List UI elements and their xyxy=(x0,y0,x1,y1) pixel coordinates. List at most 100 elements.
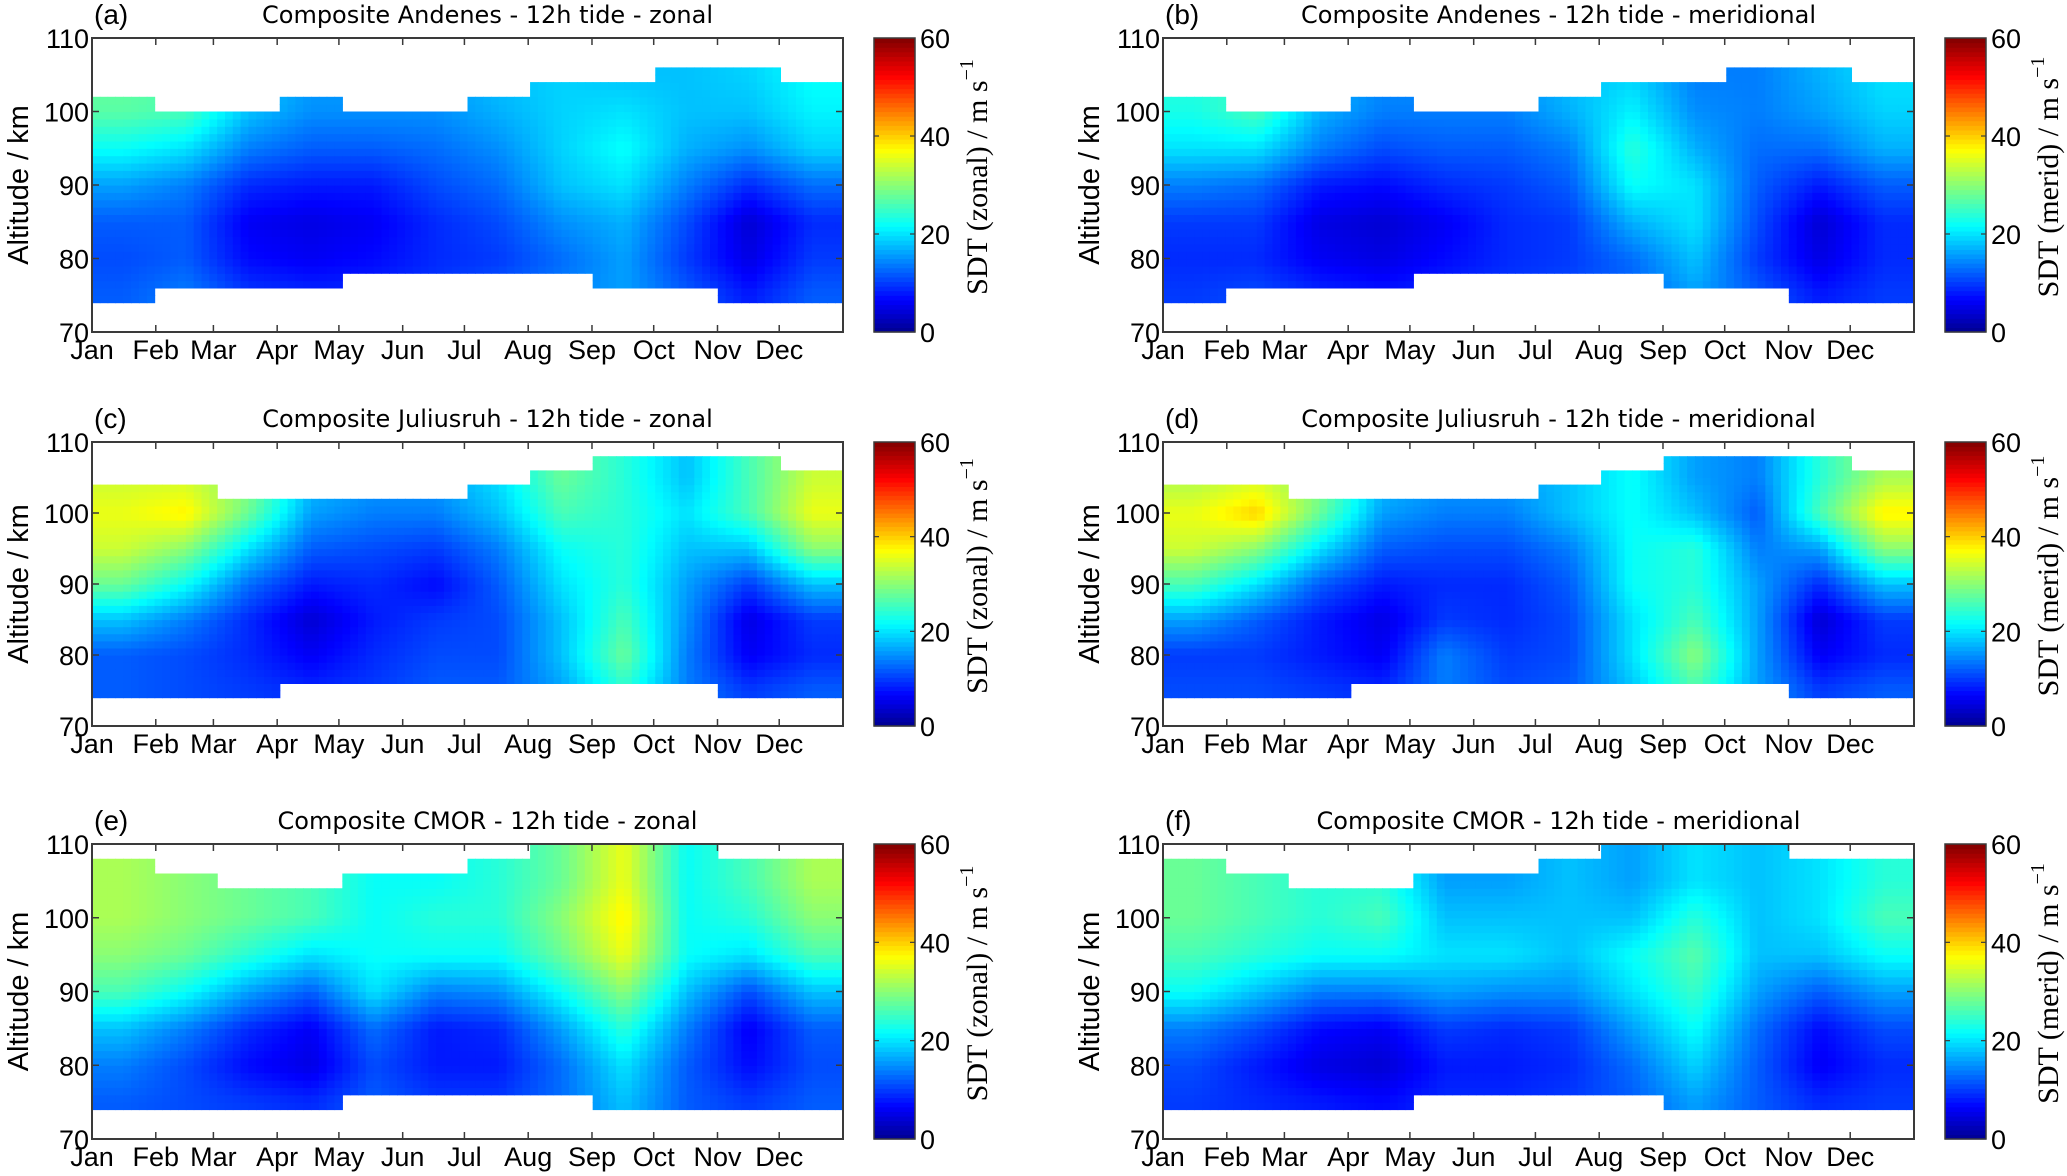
heatmap-cell xyxy=(162,155,171,164)
heatmap-cell xyxy=(1781,96,1790,105)
heatmap-cell xyxy=(1202,133,1211,142)
heatmap-cell xyxy=(224,243,234,252)
heatmap-cell xyxy=(146,140,156,149)
heatmap-cell xyxy=(1632,162,1641,171)
heatmap-cell xyxy=(663,229,672,238)
heatmap-cell xyxy=(1288,236,1297,245)
heatmap-cell xyxy=(1624,126,1633,135)
heatmap-cell xyxy=(1554,214,1563,223)
heatmap-cell xyxy=(1522,118,1532,127)
heatmap-cell xyxy=(209,133,218,142)
heatmap-cell xyxy=(1483,258,1493,267)
heatmap-cell xyxy=(788,126,797,135)
heatmap-cell xyxy=(1436,162,1446,171)
heatmap-cell xyxy=(764,74,774,83)
heatmap-cell xyxy=(459,170,469,179)
heatmap-cell xyxy=(1428,199,1438,208)
heatmap-cell xyxy=(1405,214,1414,223)
heatmap-cell xyxy=(1491,207,1500,215)
heatmap-cell xyxy=(592,236,602,245)
heatmap-cell xyxy=(1366,133,1375,142)
heatmap-cell xyxy=(506,199,516,208)
heatmap-cell xyxy=(107,287,117,296)
heatmap-cell xyxy=(803,207,813,215)
heatmap-cell xyxy=(498,96,508,105)
heatmap-cell xyxy=(577,251,586,260)
heatmap-cell xyxy=(1350,214,1360,223)
heatmap-cell xyxy=(1163,199,1172,208)
heatmap-cell xyxy=(318,133,328,142)
heatmap-cell xyxy=(1413,199,1422,208)
heatmap-cell xyxy=(749,229,758,238)
heatmap-cell xyxy=(780,170,789,179)
heatmap-cell xyxy=(1217,133,1227,142)
heatmap-cell xyxy=(1468,140,1477,149)
heatmap-cell xyxy=(459,229,469,238)
heatmap-cell xyxy=(756,273,766,282)
heatmap-cell xyxy=(1765,199,1774,208)
colorbar-swatch xyxy=(874,175,915,181)
heatmap-cell xyxy=(522,177,531,186)
heatmap-cell xyxy=(412,199,422,208)
heatmap-cell xyxy=(639,214,649,223)
heatmap-cell xyxy=(1319,185,1328,193)
heatmap-cell xyxy=(1734,207,1743,215)
heatmap-cell xyxy=(647,133,656,142)
heatmap-cell xyxy=(303,243,312,252)
heatmap-cell xyxy=(107,185,117,193)
heatmap-cell xyxy=(436,243,445,252)
heatmap-cell xyxy=(537,214,547,223)
heatmap-cell xyxy=(1358,229,1367,238)
heatmap-cell xyxy=(616,82,625,91)
heatmap-cell xyxy=(600,89,609,98)
heatmap-cell xyxy=(342,265,351,274)
heatmap-cell xyxy=(483,214,492,223)
heatmap-cell xyxy=(811,89,821,98)
heatmap-cell xyxy=(1382,192,1391,201)
heatmap-cell xyxy=(1327,207,1336,215)
heatmap-cell xyxy=(271,126,281,135)
heatmap-cell xyxy=(279,251,289,260)
heatmap-cell xyxy=(1374,104,1383,113)
heatmap-cell xyxy=(1522,148,1532,157)
heatmap-cell xyxy=(1648,185,1657,193)
heatmap-cell xyxy=(451,185,461,193)
heatmap-cell xyxy=(1272,273,1281,282)
heatmap-cell xyxy=(1687,170,1696,179)
heatmap-cell xyxy=(1202,192,1211,201)
heatmap-cell xyxy=(710,258,719,267)
heatmap-cell xyxy=(279,258,289,267)
heatmap-cell xyxy=(295,273,304,282)
heatmap-cell xyxy=(1233,265,1242,274)
heatmap-cell xyxy=(131,199,140,208)
heatmap-cell xyxy=(1436,265,1446,274)
heatmap-cell xyxy=(772,133,782,142)
heatmap-cell xyxy=(1577,148,1587,157)
heatmap-cell xyxy=(232,280,242,289)
heatmap-cell xyxy=(1530,162,1540,171)
heatmap-cell xyxy=(217,265,226,274)
heatmap-cell xyxy=(710,67,719,76)
heatmap-cell xyxy=(1303,126,1313,135)
heatmap-cell xyxy=(1507,140,1516,149)
heatmap-cell xyxy=(1593,170,1602,179)
heatmap-cell xyxy=(1382,280,1391,289)
heatmap-cell xyxy=(1460,251,1469,260)
heatmap-cell xyxy=(1405,221,1414,230)
heatmap-cell xyxy=(1812,273,1821,282)
heatmap-cell xyxy=(1561,155,1571,164)
heatmap-cell xyxy=(1773,162,1782,171)
heatmap-cell xyxy=(1624,111,1633,120)
heatmap-cell xyxy=(1288,118,1297,127)
heatmap-cell xyxy=(1358,199,1367,208)
heatmap-cell xyxy=(1577,192,1587,201)
heatmap-cell xyxy=(389,111,398,120)
x-tick-label: Dec xyxy=(755,335,803,365)
heatmap-cell xyxy=(1679,111,1688,120)
heatmap-cell xyxy=(725,74,735,83)
heatmap-cell xyxy=(827,162,836,171)
heatmap-cell xyxy=(256,214,265,223)
heatmap-cell xyxy=(1710,133,1720,142)
heatmap-cell xyxy=(357,221,367,230)
y-tick-label: 90 xyxy=(59,171,89,201)
